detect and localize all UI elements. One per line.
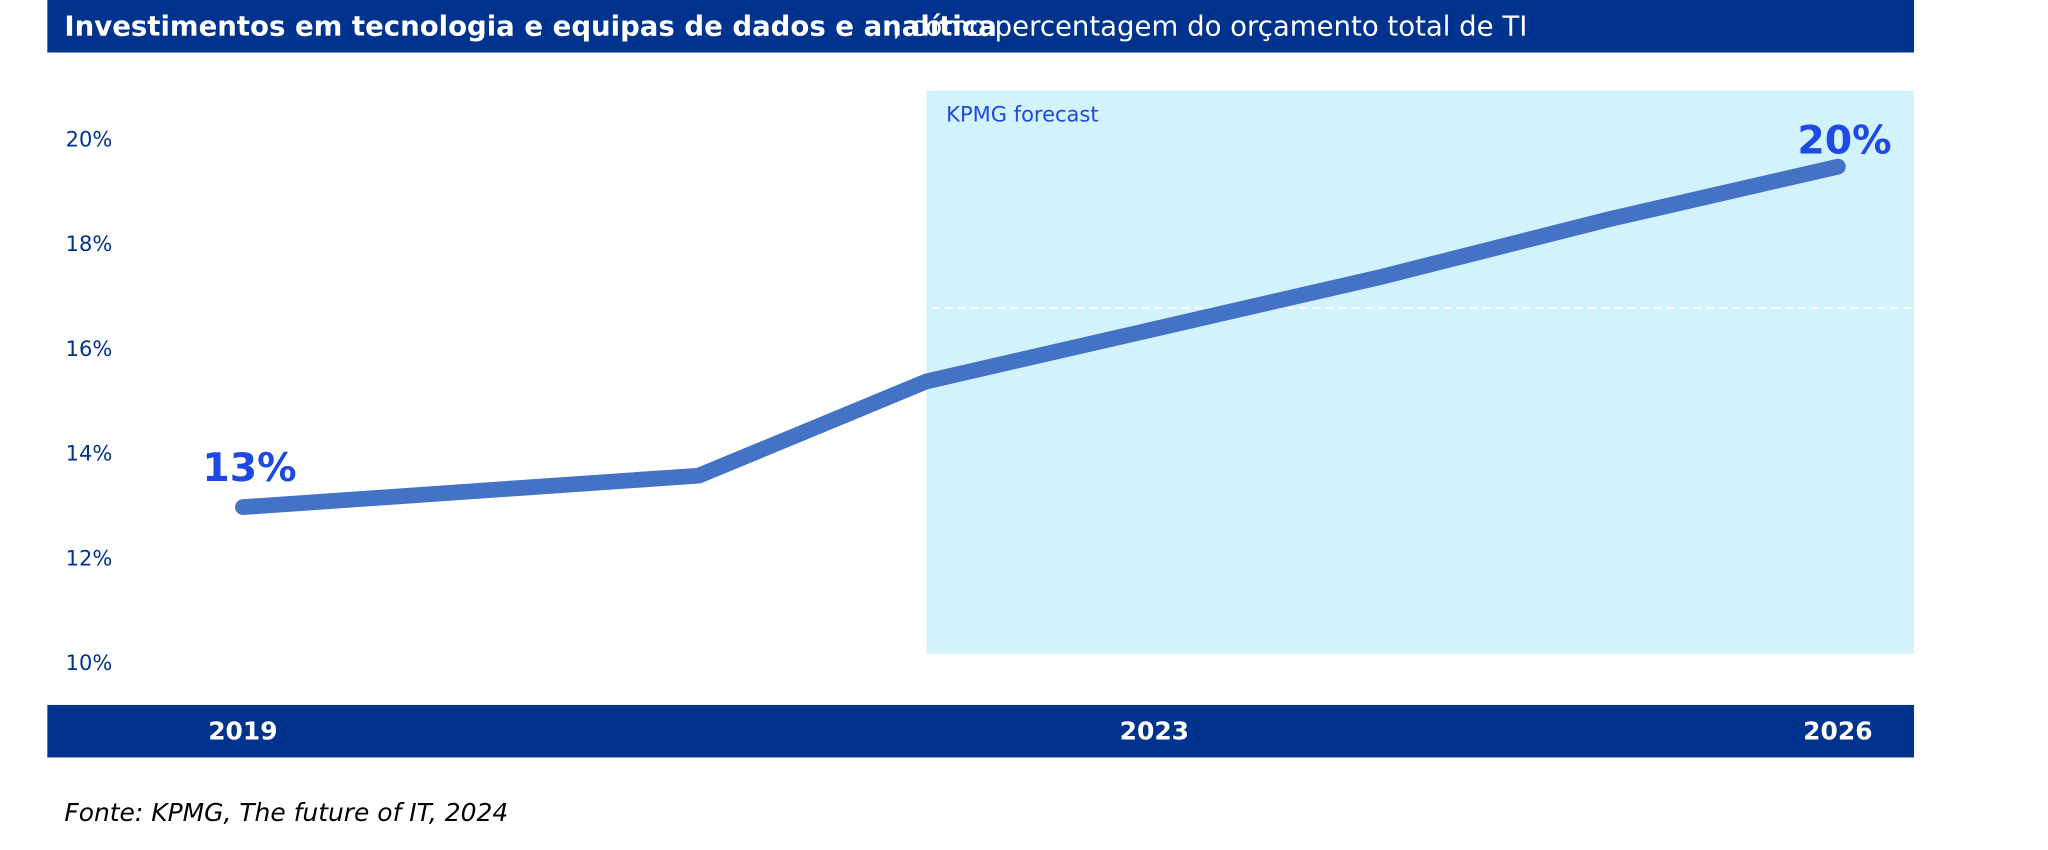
- y-tick-label: 20%: [66, 127, 113, 151]
- value-label: 20%: [1797, 118, 1891, 164]
- data-line: [235, 158, 1846, 515]
- y-tick-label: 12%: [66, 546, 113, 570]
- x-tick-label: 2023: [1120, 717, 1189, 746]
- chart-title: Investimentos em tecnologia e equipas de…: [64, 11, 996, 43]
- y-tick-label: 14%: [66, 442, 113, 466]
- y-tick-label: 18%: [66, 232, 113, 256]
- header-bar: [47, 0, 1915, 53]
- forecast-label: KPMG forecast: [946, 103, 1098, 127]
- value-label: 13%: [202, 445, 296, 491]
- forecast-region: [926, 90, 1915, 654]
- x-tick-label: 2026: [1803, 717, 1872, 746]
- x-axis-bar: [47, 704, 1915, 758]
- source-note: Fonte: KPMG, The future of IT, 2024: [64, 798, 508, 827]
- y-tick-label: 10%: [66, 651, 113, 675]
- y-tick-label: 16%: [66, 337, 113, 361]
- chart-subtitle: , como percentagem do orçamento total de…: [893, 11, 1528, 43]
- x-tick-label: 2019: [208, 717, 277, 746]
